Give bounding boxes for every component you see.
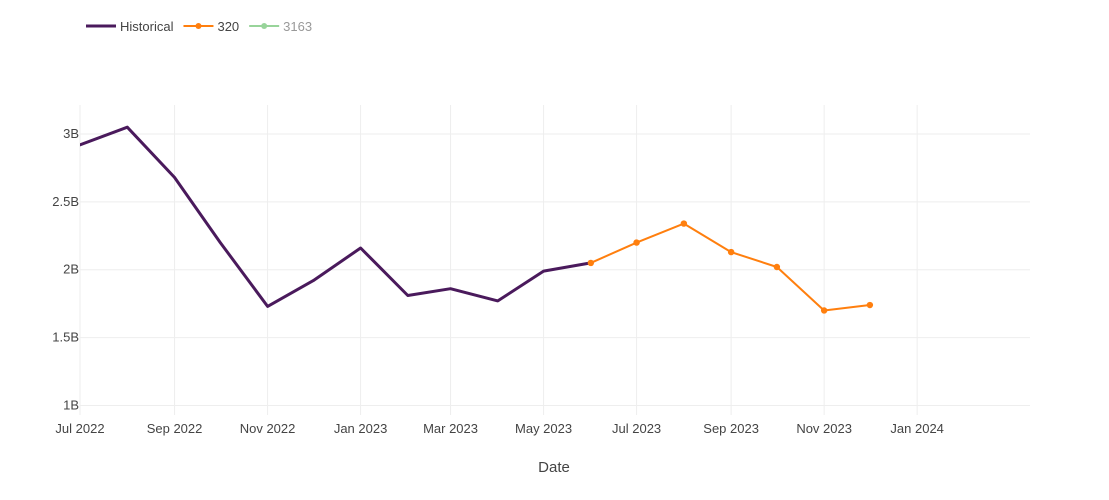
- legend-item-historical[interactable]: Historical: [86, 19, 174, 34]
- x-tick-label: Jan 2023: [334, 421, 388, 436]
- legend-marker: [261, 23, 268, 29]
- data-point-320: [727, 248, 735, 256]
- legend-label: 3163: [283, 19, 312, 34]
- x-axis-title: Date: [538, 459, 570, 476]
- x-tick-label: Nov 2023: [796, 421, 852, 436]
- x-tick-label: Mar 2023: [423, 421, 478, 436]
- legend-label: Historical: [120, 19, 174, 34]
- data-point-320: [680, 220, 688, 227]
- y-tick-label: 1B: [63, 397, 79, 412]
- y-tick-label: 2B: [63, 262, 79, 277]
- data-point-320: [866, 301, 874, 309]
- x-tick-label: Jul 2022: [55, 421, 104, 436]
- series-line-320: [589, 222, 871, 312]
- x-tick-label: Jul 2023: [612, 421, 661, 436]
- legend-item-3163[interactable]: 3163: [249, 19, 312, 34]
- x-tick-label: Nov 2022: [240, 421, 296, 436]
- y-tick-label: 1.5B: [52, 330, 79, 345]
- plot-area: [80, 125, 874, 314]
- x-tick-label: Jan 2024: [890, 421, 944, 436]
- x-tick-label: Sep 2022: [147, 421, 203, 436]
- x-axis: Jul 2022 Sep 2022 Nov 2022 Jan 2023 Mar 2023…: [55, 421, 943, 436]
- x-gridlines: [79, 105, 918, 415]
- data-point-320: [587, 259, 595, 267]
- y-tick-label: 2.5B: [52, 194, 79, 209]
- legend[interactable]: Historical 320 3163: [86, 19, 312, 34]
- series-line-historical: [80, 125, 593, 308]
- x-tick-label: Sep 2023: [703, 421, 759, 436]
- y-axis: 1B 1.5B 2B 2.5B 3B: [52, 126, 79, 413]
- x-tick-label: May 2023: [515, 421, 572, 436]
- y-tick-label: 3B: [63, 126, 79, 141]
- data-point-320: [820, 307, 828, 314]
- data-point-320: [773, 263, 781, 271]
- data-point-320: [633, 239, 640, 246]
- legend-label: 320: [217, 19, 239, 34]
- legend-marker: [195, 23, 202, 29]
- legend-item-320[interactable]: 320: [183, 19, 239, 34]
